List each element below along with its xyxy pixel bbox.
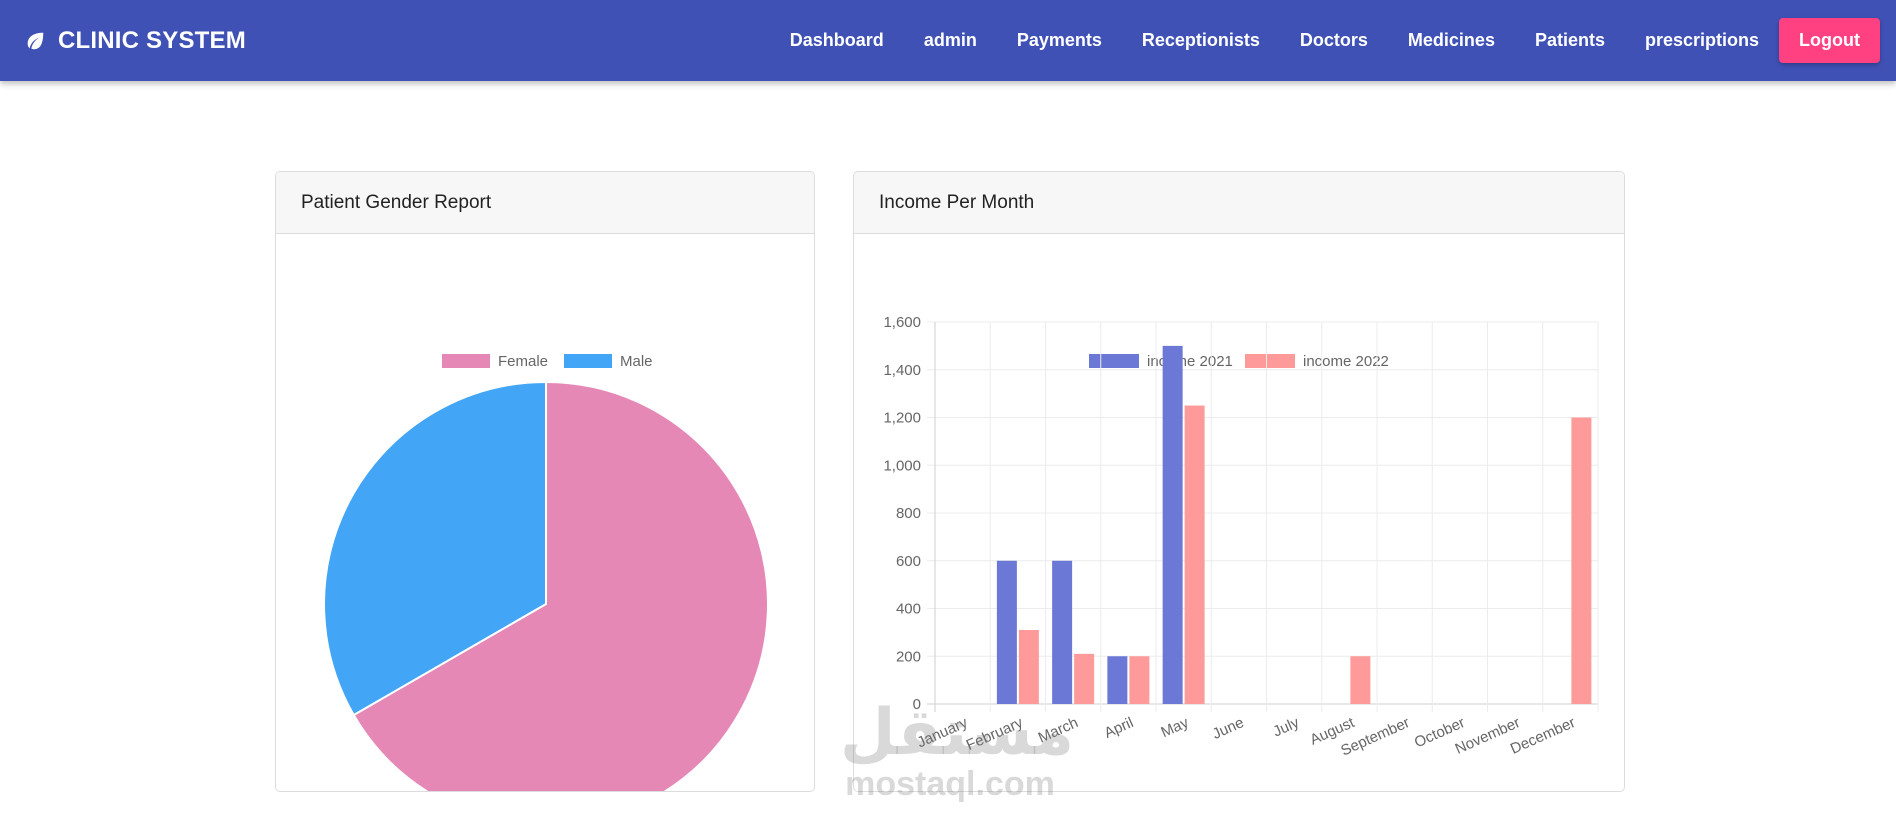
bar-march-1[interactable] [1074,653,1095,704]
logout-button[interactable]: Logout [1779,18,1880,63]
gender-report-card: Patient Gender Report Female Male [275,171,815,792]
bar-may-1[interactable] [1184,405,1205,704]
nav-admin[interactable]: admin [923,30,977,50]
bar-april-0[interactable] [1107,656,1128,704]
income-bar-chart: income 2021 income 2022 0 200 400 600 800 1,000… [883,314,1599,759]
nav-links: Dashboard admin Payments Receptionists D… [770,0,1880,81]
nav-dashboard[interactable]: Dashboard [789,30,884,50]
y-tick-label: 1,600 [883,314,921,331]
leaf-icon [27,32,44,49]
bar-legend-label-0[interactable]: income 2021 [1147,353,1233,370]
nav-doctors[interactable]: Doctors [1299,30,1368,50]
nav-patients[interactable]: Patients [1534,30,1605,50]
pie-legend-label-male[interactable]: Male [620,353,653,370]
x-tick-label: January [915,714,971,751]
y-tick-label: 1,000 [883,457,921,474]
y-tick-label: 200 [896,648,921,665]
gender-report-title: Patient Gender Report [276,172,814,234]
nav-receptionists[interactable]: Receptionists [1141,30,1260,50]
x-tick-label: February [964,714,1026,754]
gender-pie-chart: Female Male [323,353,769,792]
x-tick-label: June [1210,714,1247,743]
y-tick-label: 1,200 [883,410,921,427]
y-tick-label: 1,400 [883,362,921,379]
bar-march-0[interactable] [1052,560,1073,704]
bar-legend-swatch-0[interactable] [1089,354,1139,368]
pie-slice-female[interactable] [352,380,769,792]
x-tick-label: May [1158,714,1191,741]
y-tick-label: 800 [896,505,921,522]
navbar: CLINIC SYSTEM Dashboard admin Payments R… [0,0,1896,81]
x-tick-label: April [1102,714,1136,742]
y-tick-label: 600 [896,553,921,570]
pie-legend-swatch-female[interactable] [442,354,490,368]
bar-february-0[interactable] [996,560,1017,704]
bar-legend-label-1[interactable]: income 2022 [1303,353,1389,370]
income-card: Income Per Month income 2021 income 2022 0… [853,171,1625,792]
nav-medicines[interactable]: Medicines [1407,30,1495,50]
brand-title: CLINIC SYSTEM [58,26,246,54]
bar-august-1[interactable] [1350,656,1371,704]
bar-february-1[interactable] [1018,629,1039,704]
y-tick-label: 0 [913,696,921,713]
pie-legend-label-female[interactable]: Female [498,353,548,370]
bar-december-1[interactable] [1571,417,1592,705]
x-tick-label: March [1036,714,1081,746]
nav-payments[interactable]: Payments [1016,30,1102,50]
bar-april-1[interactable] [1129,656,1150,704]
pie-legend-swatch-male[interactable] [564,354,612,368]
income-title: Income Per Month [854,172,1624,234]
brand[interactable]: CLINIC SYSTEM [24,0,246,81]
nav-prescriptions[interactable]: prescriptions [1644,30,1760,50]
bar-legend-swatch-1[interactable] [1245,354,1295,368]
y-tick-label: 400 [896,601,921,618]
bar-may-0[interactable] [1162,345,1183,704]
x-tick-label: July [1270,714,1302,741]
pie-slice-male[interactable] [323,380,547,717]
